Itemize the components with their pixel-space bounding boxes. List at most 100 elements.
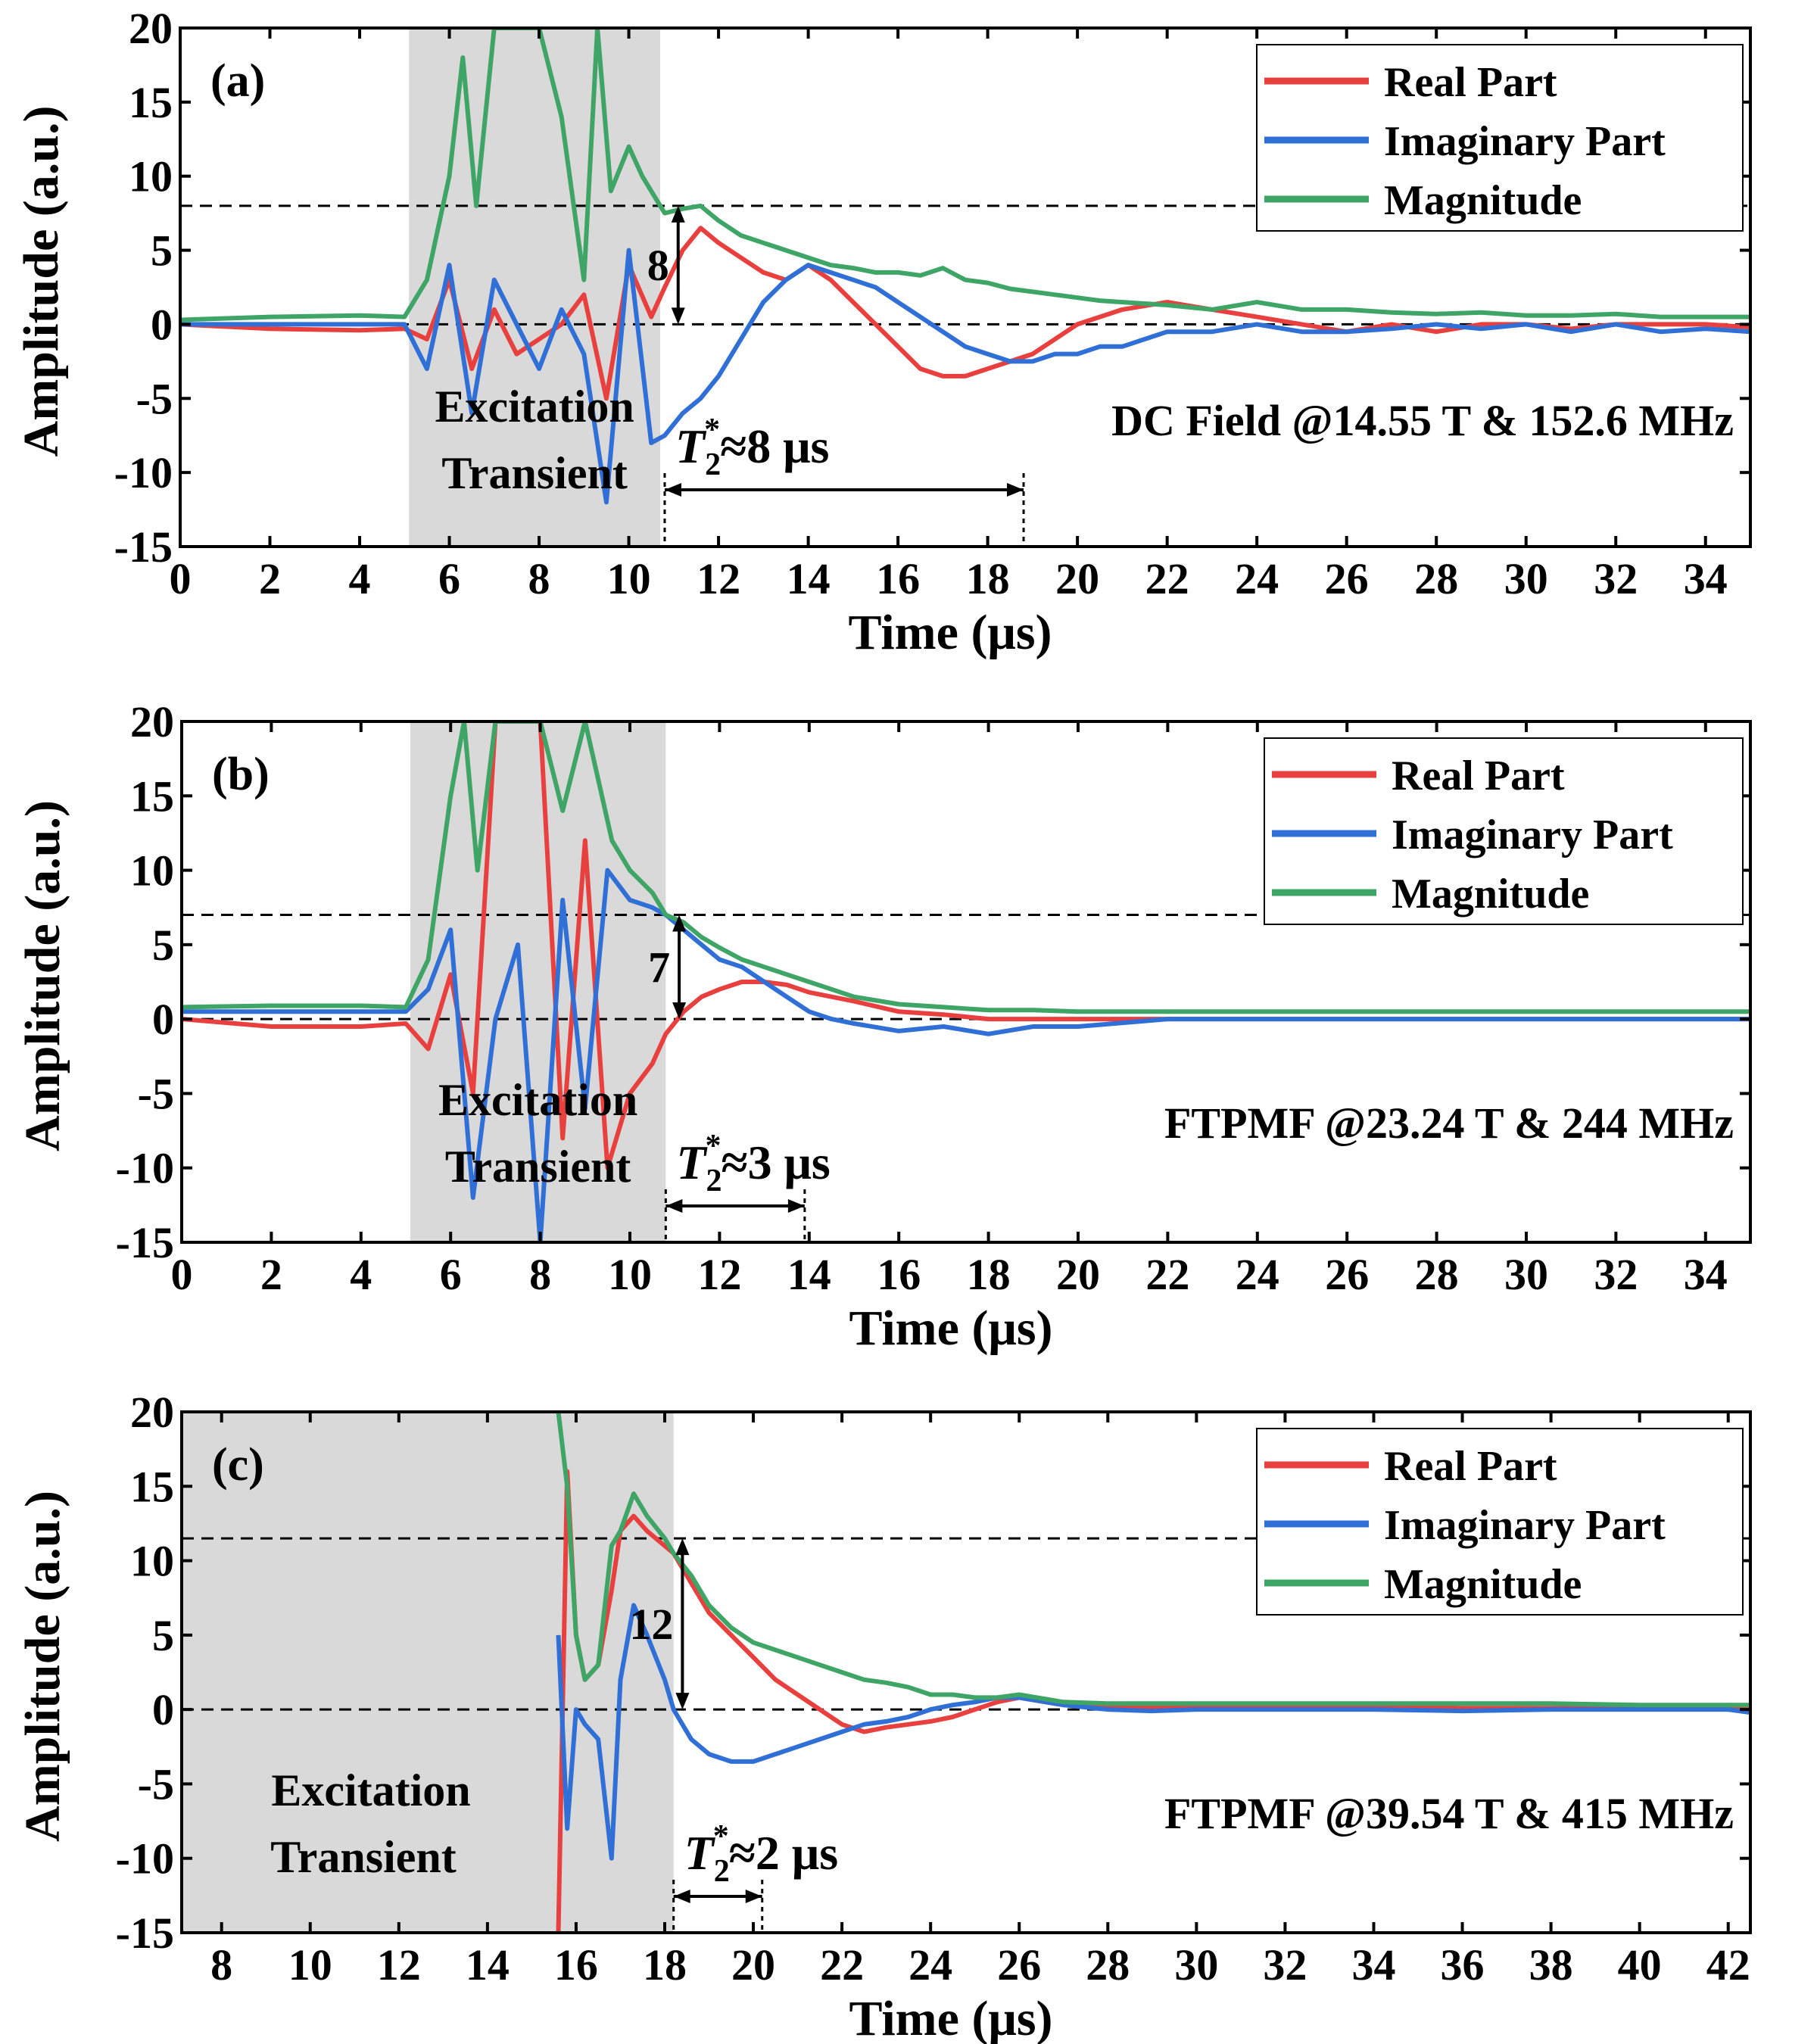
x-tick-label: 8 xyxy=(528,554,550,603)
x-tick-label: 12 xyxy=(697,1250,741,1299)
t2-symbol-T: T xyxy=(676,1136,708,1189)
legend-label-magnitude: Magnitude xyxy=(1384,177,1582,224)
x-tick-label: 42 xyxy=(1706,1940,1750,1989)
x-tick-label: 32 xyxy=(1594,1250,1638,1299)
x-tick-label: 30 xyxy=(1504,1250,1548,1299)
x-tick-label: 30 xyxy=(1174,1940,1218,1989)
x-tick-label: 14 xyxy=(787,554,831,603)
x-tick-label: 30 xyxy=(1504,554,1548,603)
amplitude-arrow-head-bottom xyxy=(675,1693,690,1710)
x-axis-label: Time (μs) xyxy=(849,605,1052,660)
t2-label: T2*≈2 μs xyxy=(684,1819,838,1889)
panel-b: 0 2 4 6 8 10 12 14 16 18 20 22 24 26 28 30 32 34-15-10-50… xyxy=(15,697,1752,1356)
panel-a: 0 2 4 6 8 10 12 14 16 18 20 22 24 26 28 30 32 34-15-10-50… xyxy=(14,4,1752,660)
y-tick-label: 20 xyxy=(129,4,173,53)
t2-symbol-sup: * xyxy=(705,1129,721,1164)
x-tick-label: 10 xyxy=(608,1250,652,1299)
t2-label: T2*≈8 μs xyxy=(675,413,829,482)
x-tick-label: 4 xyxy=(349,554,371,603)
series-line-imaginary xyxy=(556,1603,1750,1861)
legend-label-imaginary: Imaginary Part xyxy=(1384,1502,1666,1549)
field-annotation: FTPMF @39.54 T & 415 MHz xyxy=(1164,1789,1734,1838)
excitation-label-line1: Excitation xyxy=(438,1075,637,1125)
field-annotation: DC Field @14.55 T & 152.6 MHz xyxy=(1111,396,1734,445)
x-tick-label: 32 xyxy=(1263,1940,1307,1989)
x-tick-label: 0 xyxy=(171,1250,193,1299)
x-tick-label: 34 xyxy=(1351,1940,1395,1989)
x-tick-label: 16 xyxy=(876,554,920,603)
excitation-label-line2: Transient xyxy=(445,1142,631,1192)
series-line-magnitude xyxy=(182,721,1750,1014)
excitation-label-line1: Excitation xyxy=(271,1765,470,1815)
y-tick-label: 0 xyxy=(151,300,173,349)
x-tick-label: 18 xyxy=(643,1940,687,1989)
t2-arrow-head-left xyxy=(673,1890,690,1903)
axes-frame xyxy=(179,26,1752,548)
y-axis-label: Amplitude (a.u.) xyxy=(15,1491,70,1842)
x-tick-label: 20 xyxy=(1055,554,1099,603)
y-tick-label: -10 xyxy=(114,448,173,497)
y-tick-label: 10 xyxy=(130,1537,174,1586)
x-tick-label: 28 xyxy=(1415,1250,1459,1299)
y-tick-label: 15 xyxy=(130,771,174,821)
x-tick-label: 24 xyxy=(1236,1250,1279,1299)
legend-label-real: Real Part xyxy=(1384,59,1557,106)
amplitude-arrow-head-top xyxy=(675,1538,690,1556)
t2-arrow-head-right xyxy=(745,1890,762,1903)
excitation-label-line2: Transient xyxy=(270,1832,457,1882)
panel-label: (c) xyxy=(212,1439,264,1491)
y-tick-label: -15 xyxy=(116,1218,174,1267)
x-tick-label: 12 xyxy=(377,1940,421,1989)
legend-label-imaginary: Imaginary Part xyxy=(1384,118,1666,165)
x-tick-label: 16 xyxy=(554,1940,598,1989)
amplitude-arrow-head-bottom xyxy=(672,1002,687,1020)
field-annotation: FTPMF @23.24 T & 244 MHz xyxy=(1164,1098,1734,1148)
amplitude-arrow-head-bottom xyxy=(671,307,685,325)
x-tick-label: 26 xyxy=(1325,554,1369,603)
y-axis-label: Amplitude (a.u.) xyxy=(15,800,70,1151)
panel-label: (b) xyxy=(212,749,270,800)
x-axis-label: Time (μs) xyxy=(849,1301,1053,1356)
t2-symbol-sub: 2 xyxy=(705,447,721,482)
series-line-imaginary xyxy=(182,868,1750,1242)
x-tick-label: 22 xyxy=(1145,1250,1189,1299)
y-tick-label: 0 xyxy=(152,995,174,1044)
t2-arrow-head-left xyxy=(665,1199,683,1213)
t2-value: ≈8 μs xyxy=(720,419,829,473)
y-tick-label: 5 xyxy=(152,1611,174,1660)
t2-label: T2*≈3 μs xyxy=(676,1129,830,1198)
x-tick-label: 36 xyxy=(1441,1940,1485,1989)
x-tick-label: 14 xyxy=(466,1940,510,1989)
y-tick-label: 5 xyxy=(151,226,173,276)
x-tick-label: 24 xyxy=(908,1940,952,1989)
x-tick-label: 32 xyxy=(1594,554,1638,603)
x-tick-label: 18 xyxy=(967,1250,1011,1299)
t2-value: ≈3 μs xyxy=(721,1136,830,1189)
y-tick-label: -10 xyxy=(116,1834,174,1884)
x-tick-label: 2 xyxy=(260,1250,282,1299)
t2-symbol-T: T xyxy=(684,1826,716,1880)
y-tick-label: 20 xyxy=(130,1388,174,1437)
t2-symbol-sup: * xyxy=(704,413,720,447)
x-tick-label: 20 xyxy=(731,1940,775,1989)
y-tick-label: -5 xyxy=(136,374,173,423)
x-tick-label: 38 xyxy=(1529,1940,1573,1989)
x-tick-label: 10 xyxy=(288,1940,332,1989)
x-tick-label: 12 xyxy=(697,554,740,603)
t2-symbol-sup: * xyxy=(713,1819,729,1854)
x-tick-label: 40 xyxy=(1618,1940,1662,1989)
x-tick-label: 6 xyxy=(438,554,460,603)
series-line-imaginary xyxy=(180,248,1750,505)
t2-arrow-head-right xyxy=(787,1199,805,1213)
excitation-label-line1: Excitation xyxy=(435,382,634,432)
y-tick-label: -15 xyxy=(116,1908,174,1958)
x-tick-label: 34 xyxy=(1684,1250,1728,1299)
y-tick-label: 20 xyxy=(130,697,174,746)
y-tick-label: 10 xyxy=(130,846,174,896)
x-tick-label: 28 xyxy=(1086,1940,1130,1989)
x-tick-label: 8 xyxy=(529,1250,551,1299)
x-tick-label: 34 xyxy=(1684,554,1728,603)
y-tick-label: 10 xyxy=(129,152,173,201)
x-tick-label: 26 xyxy=(997,1940,1041,1989)
